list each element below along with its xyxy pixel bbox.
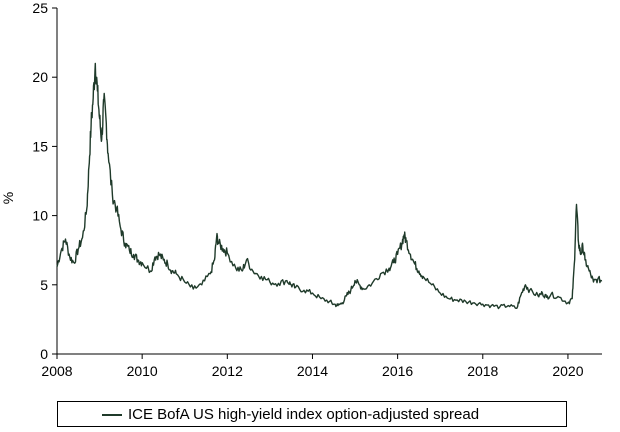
legend-label: ICE BofA US high-yield index option-adju… — [128, 406, 480, 423]
x-tick-label: 2012 — [212, 363, 243, 379]
y-axis-label: % — [0, 192, 16, 204]
x-tick-label: 2020 — [552, 363, 583, 379]
x-tick-label: 2016 — [382, 363, 413, 379]
legend-swatch — [102, 414, 122, 416]
legend: ICE BofA US high-yield index option-adju… — [57, 401, 567, 427]
x-tick-label: 2014 — [297, 363, 328, 379]
y-tick-label: 20 — [32, 69, 48, 85]
y-tick-label: 10 — [32, 208, 48, 224]
y-tick-label: 25 — [32, 0, 48, 16]
x-tick-label: 2010 — [127, 363, 158, 379]
x-tick-label: 2008 — [41, 363, 72, 379]
y-tick-label: 5 — [40, 277, 48, 293]
y-tick-label: 15 — [32, 138, 48, 154]
x-tick-label: 2018 — [467, 363, 498, 379]
series-layer — [56, 62, 603, 310]
x-axis: 2008 2010 2012 2014 2016 2018 2020 — [41, 353, 602, 379]
series-line-oas — [56, 62, 603, 310]
y-axis: 0 5 10 15 20 25 — [32, 0, 58, 362]
y-tick-label: 0 — [40, 346, 48, 362]
